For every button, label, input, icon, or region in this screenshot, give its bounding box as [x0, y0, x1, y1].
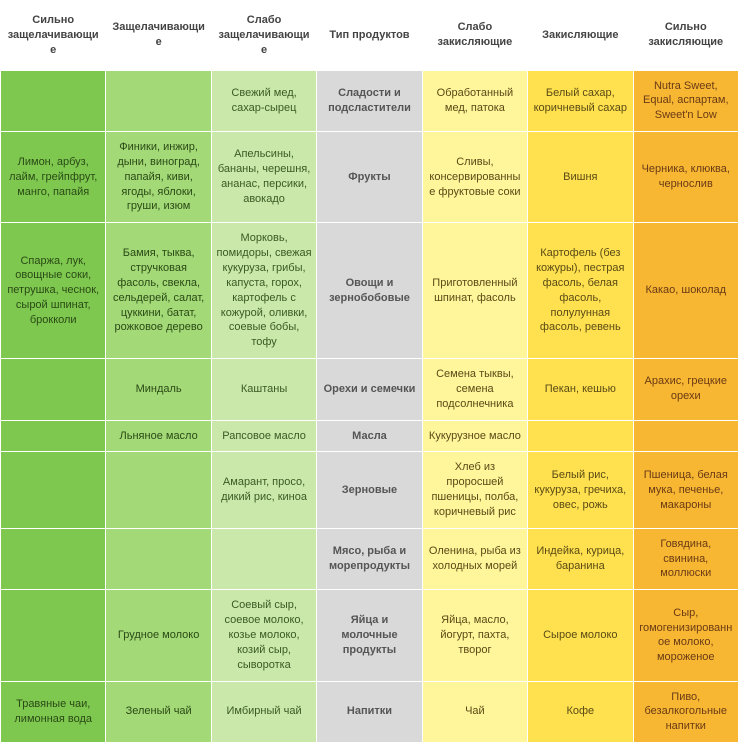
data-cell: Обработанный мед, патока — [422, 70, 527, 132]
type-cell: Зерновые — [317, 452, 422, 528]
data-cell: Морковь, помидоры, свежая кукуруза, гриб… — [211, 223, 316, 359]
data-cell: Грудное молоко — [106, 590, 211, 681]
table-body: Свежий мед, сахар-сырецСладости и подсла… — [1, 70, 739, 743]
data-cell: Сливы, консервированные фруктовые соки — [422, 132, 527, 223]
data-cell: Пиво, безалкогольные напитки — [633, 681, 738, 743]
data-cell: Спаржа, лук, овощные соки, петрушка, чес… — [1, 223, 106, 359]
type-cell: Мясо, рыба и морепродукты — [317, 528, 422, 590]
col-header-acid: Закисляющие — [528, 1, 633, 71]
data-cell: Оленина, рыба из холодных морей — [422, 528, 527, 590]
data-cell: Хлеб из проросшей пшеницы, полба, коричн… — [422, 452, 527, 528]
data-cell — [106, 452, 211, 528]
data-cell: Апельсины, бананы, черешня, ананас, перс… — [211, 132, 316, 223]
data-cell: Кукурузное масло — [422, 420, 527, 452]
data-cell: Черника, клюква, чернослив — [633, 132, 738, 223]
data-cell: Свежий мед, сахар-сырец — [211, 70, 316, 132]
col-header-alkaline: Защелачивающие — [106, 1, 211, 71]
data-cell: Nutra Sweet, Equal, аспартам, Sweet'n Lo… — [633, 70, 738, 132]
data-cell — [1, 528, 106, 590]
data-cell: Каштаны — [211, 359, 316, 421]
data-cell — [528, 420, 633, 452]
data-cell: Какао, шоколад — [633, 223, 738, 359]
data-cell: Семена тыквы, семена подсолнечника — [422, 359, 527, 421]
type-cell: Напитки — [317, 681, 422, 743]
data-cell — [106, 528, 211, 590]
data-cell: Финики, инжир, дыни, виноград, папайя, к… — [106, 132, 211, 223]
data-cell: Говядина, свинина, моллюски — [633, 528, 738, 590]
food-ph-table: Сильно защелачивающие Защелачивающие Сла… — [0, 0, 739, 743]
data-cell: Рапсовое масло — [211, 420, 316, 452]
data-cell: Картофель (без кожуры), пестрая фасоль, … — [528, 223, 633, 359]
table-row: Спаржа, лук, овощные соки, петрушка, чес… — [1, 223, 739, 359]
table-row: Грудное молокоСоевый сыр, соевое молоко,… — [1, 590, 739, 681]
data-cell — [211, 528, 316, 590]
data-cell: Приготовленный шпинат, фасоль — [422, 223, 527, 359]
type-cell: Яйца и молочные продукты — [317, 590, 422, 681]
data-cell: Льняное масло — [106, 420, 211, 452]
data-cell: Белый рис, кукуруза, гречиха, овес, рожь — [528, 452, 633, 528]
table-row: Мясо, рыба и морепродуктыОленина, рыба и… — [1, 528, 739, 590]
col-header-type: Тип продуктов — [317, 1, 422, 71]
type-cell: Масла — [317, 420, 422, 452]
col-header-strong-acid: Сильно закисляющие — [633, 1, 738, 71]
data-cell: Зеленый чай — [106, 681, 211, 743]
data-cell: Индейка, курица, баранина — [528, 528, 633, 590]
table-row: Свежий мед, сахар-сырецСладости и подсла… — [1, 70, 739, 132]
type-cell: Фрукты — [317, 132, 422, 223]
data-cell: Белый сахар, коричневый сахар — [528, 70, 633, 132]
col-header-weak-alkaline: Слабо защелачивающие — [211, 1, 316, 71]
type-cell: Орехи и семечки — [317, 359, 422, 421]
type-cell: Сладости и подсластители — [317, 70, 422, 132]
data-cell — [1, 359, 106, 421]
data-cell: Лимон, арбуз, лайм, грейпфрут, манго, па… — [1, 132, 106, 223]
data-cell: Вишня — [528, 132, 633, 223]
data-cell: Бамия, тыква, стручковая фасоль, свекла,… — [106, 223, 211, 359]
table-row: Травяные чаи, лимонная водаЗеленый чайИм… — [1, 681, 739, 743]
data-cell — [106, 70, 211, 132]
data-cell: Чай — [422, 681, 527, 743]
data-cell: Миндаль — [106, 359, 211, 421]
header-row: Сильно защелачивающие Защелачивающие Сла… — [1, 1, 739, 71]
data-cell — [1, 420, 106, 452]
table-row: МиндальКаштаныОрехи и семечкиСемена тыкв… — [1, 359, 739, 421]
data-cell — [1, 70, 106, 132]
data-cell — [633, 420, 738, 452]
table-row: Льняное маслоРапсовое маслоМаслаКукурузн… — [1, 420, 739, 452]
col-header-strong-alkaline: Сильно защелачивающие — [1, 1, 106, 71]
data-cell: Кофе — [528, 681, 633, 743]
data-cell: Арахис, грецкие орехи — [633, 359, 738, 421]
data-cell — [1, 452, 106, 528]
data-cell — [1, 590, 106, 681]
table-row: Лимон, арбуз, лайм, грейпфрут, манго, па… — [1, 132, 739, 223]
data-cell: Пшеница, белая мука, печенье, макароны — [633, 452, 738, 528]
data-cell: Сыр, гомогенизированное молоко, морожено… — [633, 590, 738, 681]
table-row: Амарант, просо, дикий рис, киноаЗерновые… — [1, 452, 739, 528]
data-cell: Яйца, масло, йогурт, пахта, творог — [422, 590, 527, 681]
data-cell: Имбирный чай — [211, 681, 316, 743]
data-cell: Амарант, просо, дикий рис, киноа — [211, 452, 316, 528]
data-cell: Травяные чаи, лимонная вода — [1, 681, 106, 743]
type-cell: Овощи и зернобобовые — [317, 223, 422, 359]
col-header-weak-acid: Слабо закисляющие — [422, 1, 527, 71]
data-cell: Соевый сыр, соевое молоко, козье молоко,… — [211, 590, 316, 681]
data-cell: Пекан, кешью — [528, 359, 633, 421]
data-cell: Сырое молоко — [528, 590, 633, 681]
